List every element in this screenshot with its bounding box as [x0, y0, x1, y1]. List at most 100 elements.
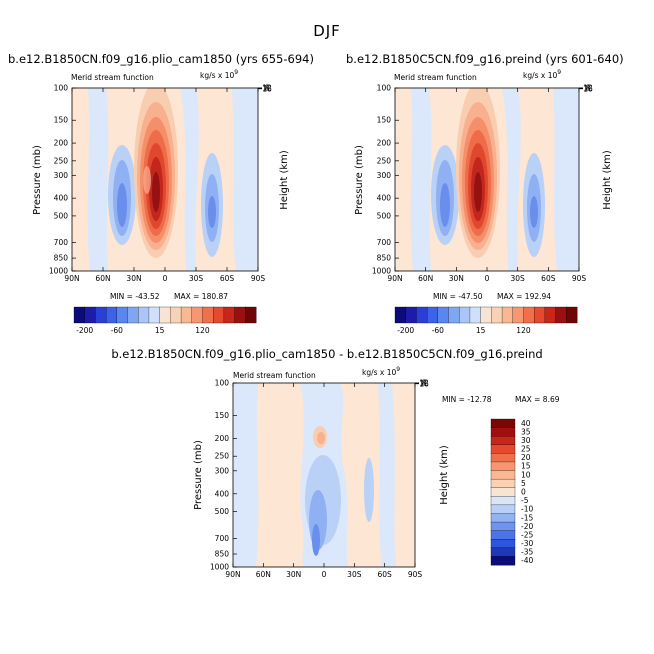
diff-panel-title: b.e12.B1850CN.f09_g16.plio_cam1850 - b.e… — [111, 347, 543, 361]
diff-height-tick-label: 12 — [419, 379, 429, 388]
left-colorbar-swatch — [138, 306, 150, 324]
left-colorbar-swatch — [170, 306, 182, 324]
right-xtick-label: 30N — [449, 274, 464, 283]
right-colorbar-swatch — [426, 306, 439, 324]
diff-colorbar-label: 5 — [521, 479, 526, 488]
right-xtick-label: 90S — [572, 274, 587, 283]
right-xtick-label: 60S — [541, 274, 556, 283]
left-units: kg/s x 109 — [200, 69, 238, 80]
diff-colorbar-swatch — [490, 530, 516, 540]
left-right-label: Height (km) — [279, 150, 290, 210]
right-ytick-label: 850 — [377, 254, 392, 263]
diff-colorbar-label: 0 — [521, 488, 526, 497]
diff-ytick-label: 200 — [215, 434, 230, 443]
diff-colorbar-label: -5 — [521, 496, 529, 505]
right-xtick-label: 30S — [511, 274, 526, 283]
right-colorbar-swatch — [394, 306, 407, 324]
right-colorbar-swatch — [416, 306, 428, 324]
diff-colorbar-swatch — [490, 436, 516, 446]
diff-colorbar-swatch — [490, 487, 516, 497]
diff-ytick-label: 850 — [215, 550, 230, 559]
right-colorbar-swatch — [480, 306, 492, 324]
diff-colorbar-swatch — [490, 418, 516, 429]
right-ytick-label: 500 — [377, 211, 392, 220]
diff-ytick-label: 250 — [215, 452, 230, 461]
right-colorbar-swatch — [459, 306, 471, 324]
diff-xtick-label: 60N — [256, 570, 271, 579]
left-colorbar-swatch — [127, 306, 139, 324]
diff-colorbar-label: -15 — [521, 513, 533, 522]
diff-colorbar-label: -10 — [521, 505, 533, 514]
diff-colorbar-label: 15 — [521, 462, 531, 471]
right-min-label: MIN = -47.50 — [433, 292, 483, 301]
diff-units: kg/s x 109 — [362, 366, 400, 377]
right-panel-title: b.e12.B1850C5CN.f09_g16.preind (yrs 601-… — [346, 52, 624, 66]
diff-ytick-label: 300 — [215, 466, 230, 475]
diff-colorbar-swatch — [490, 470, 516, 480]
diff-ytick-label: 400 — [215, 489, 230, 498]
left-ytick-label: 400 — [54, 194, 69, 203]
left-colorbar-swatch — [191, 306, 203, 324]
left-xtick-label: 60N — [95, 274, 110, 283]
right-right-label: Height (km) — [602, 150, 613, 210]
left-colorbar-label: 15 — [155, 326, 165, 335]
right-colorbar-swatch — [534, 306, 546, 324]
left-xtick-label: 0 — [163, 274, 168, 283]
right-colorbar-swatch — [448, 306, 460, 324]
diff-colorbar-label: -40 — [521, 556, 533, 565]
left-colorbar-label: -60 — [111, 326, 123, 335]
diff-subtitle: Merid stream function — [233, 371, 316, 380]
right-subtitle: Merid stream function — [394, 73, 477, 82]
diff-colorbar-swatch — [490, 478, 516, 489]
right-colorbar-swatch — [555, 306, 567, 324]
diff-colorbar-swatch — [490, 504, 516, 514]
diff-colorbar-swatch — [490, 521, 516, 532]
left-ytick-label: 200 — [54, 139, 69, 148]
diff-ytick-label: 1000 — [210, 563, 229, 572]
diff-colorbar-label: 20 — [521, 453, 531, 462]
right-ytick-label: 200 — [377, 139, 392, 148]
left-contours — [72, 88, 258, 271]
left-xtick-label: 90N — [64, 274, 79, 283]
left-height-tick-label: 16 — [262, 84, 272, 93]
diff-ytick-label: 150 — [215, 411, 230, 420]
diff-ylabel: Pressure (mb) — [193, 440, 204, 510]
left-plot: Merid stream function kg/s x 109 MIN = -… — [32, 69, 290, 301]
diff-xtick-label: 90S — [408, 570, 423, 579]
left-colorbar-swatch — [180, 306, 193, 324]
left-xtick-label: 60S — [220, 274, 235, 283]
right-colorbar-swatch — [544, 306, 557, 324]
diff-contours — [233, 383, 415, 567]
diff-colorbar-swatch — [490, 513, 516, 523]
right-colorbar-label: 15 — [476, 326, 486, 335]
right-ytick-label: 250 — [377, 156, 392, 165]
left-ytick-label: 700 — [54, 238, 69, 247]
left-ytick-label: 300 — [54, 171, 69, 180]
diff-colorbar-label: 30 — [521, 436, 531, 445]
left-colorbar-swatch — [95, 306, 107, 324]
diff-ytick-label: 500 — [215, 507, 230, 516]
diff-right-label: Height (km) — [439, 445, 450, 505]
right-xtick-label: 0 — [485, 274, 490, 283]
left-height-tick-label: 8 — [265, 84, 270, 93]
diff-colorbar-label: 35 — [521, 427, 531, 436]
left-colorbar-swatch — [202, 306, 214, 324]
right-height-tick-label: 4 — [586, 84, 591, 93]
diff-colorbar-label: 10 — [521, 470, 531, 479]
diff-colorbar-label: -20 — [521, 522, 533, 531]
diff-height-tick-label: 16 — [419, 379, 429, 388]
left-max-label: MAX = 180.87 — [174, 292, 228, 301]
right-contours — [395, 88, 579, 271]
page-title: DJF — [313, 22, 341, 40]
diff-ytick-label: 700 — [215, 534, 230, 543]
left-colorbar-label: 120 — [195, 326, 210, 335]
left-height-tick-label: 12 — [262, 84, 272, 93]
diff-colorbar-label: -30 — [521, 539, 533, 548]
diff-min-label: MIN = -12.78 — [442, 395, 492, 404]
right-colorbar-label: -200 — [397, 326, 414, 335]
diff-xtick-label: 0 — [322, 570, 327, 579]
diff-colorbar-label: 40 — [521, 419, 531, 428]
diff-colorbar-swatch — [490, 556, 516, 566]
diff-colorbar-swatch — [490, 547, 516, 557]
